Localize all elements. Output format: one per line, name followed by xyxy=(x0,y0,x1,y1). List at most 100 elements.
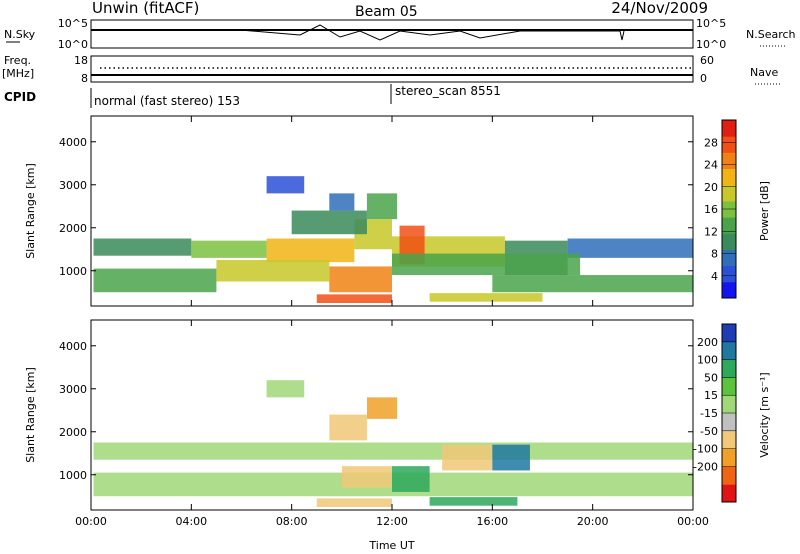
noise-strip xyxy=(90,19,694,49)
echo-band-8 xyxy=(492,444,530,471)
echo-band-6 xyxy=(392,466,430,492)
echo-band-9 xyxy=(316,498,392,507)
colorbar-cell xyxy=(722,265,736,283)
colorbar-tick-label: 15 xyxy=(704,389,718,402)
colorbar-tick-label: 28 xyxy=(704,136,718,149)
nsearch-tick-low: 10^0 xyxy=(696,38,726,51)
echo-band-14 xyxy=(329,266,392,293)
colorbar-cell xyxy=(722,184,736,202)
freq-strip xyxy=(90,55,694,83)
echo-band-10 xyxy=(429,497,518,506)
colorbar-tick-label: 4 xyxy=(711,270,718,283)
echo-band-0 xyxy=(93,442,694,460)
beam-title: Beam 05 xyxy=(355,4,418,20)
velocity-colorbar-label: Velocity [m s⁻¹] xyxy=(758,372,771,457)
echo-band-2 xyxy=(266,238,355,263)
echo-band-16 xyxy=(492,275,693,293)
y-tick-label: 3000 xyxy=(59,179,87,192)
velocity-ylabel: Slant Range [km] xyxy=(24,367,37,463)
colorbar-tick-label: -50 xyxy=(700,425,718,438)
colorbar-cell xyxy=(722,168,736,186)
nsky-label: N.Sky xyxy=(4,28,36,41)
colorbar-cell xyxy=(722,448,736,467)
echo-band-13 xyxy=(216,260,330,282)
colorbar-tick-label: -200 xyxy=(693,460,718,473)
nsearch-tick-high: 10^5 xyxy=(696,17,726,30)
power-colorbar-label: Power [dB] xyxy=(758,181,771,241)
colorbar-tick-label: 16 xyxy=(704,203,718,216)
colorbar-cell xyxy=(722,359,736,378)
nave-tick-high: 60 xyxy=(700,54,714,67)
colorbar-cell xyxy=(722,484,736,503)
colorbar-tick-label: 200 xyxy=(697,336,718,349)
nsky-tick-low: 10^0 xyxy=(58,38,88,51)
echo-band-7 xyxy=(329,193,355,211)
colorbar-cell xyxy=(722,217,736,234)
y-tick-label: 2000 xyxy=(59,426,87,439)
colorbar-cell xyxy=(722,413,736,432)
echo-band-4 xyxy=(366,193,398,220)
y-tick-label: 1000 xyxy=(59,469,87,482)
x-tick-label: 00:00 xyxy=(677,515,709,528)
x-tick-label: 20:00 xyxy=(577,515,609,528)
echo-band-11 xyxy=(567,238,693,258)
echo-band-2 xyxy=(266,380,305,398)
colorbar-tick-label: 100 xyxy=(697,354,718,367)
nsky-tick-high: 10^5 xyxy=(58,17,88,30)
echo-band-5 xyxy=(366,397,398,419)
colorbar-cell xyxy=(722,341,736,361)
colorbar-tick-label: 8 xyxy=(711,248,718,261)
y-tick-label: 4000 xyxy=(59,136,87,149)
y-tick-label: 2000 xyxy=(59,222,87,235)
date-title: 24/Nov/2009 xyxy=(611,0,708,17)
echo-band-4 xyxy=(341,466,392,488)
x-tick-label: 08:00 xyxy=(276,515,308,528)
echo-band-3 xyxy=(329,414,367,441)
echo-band-6 xyxy=(266,176,305,194)
nsearch-trace xyxy=(239,24,625,41)
colorbar-cell xyxy=(722,249,736,267)
echo-band-15 xyxy=(392,253,581,276)
colorbar-cell xyxy=(722,136,736,153)
cpid-segment-normal: normal (fast stereo) 153 xyxy=(94,94,240,108)
echo-band-12 xyxy=(93,268,217,293)
colorbar-cell xyxy=(722,395,736,414)
x-axis-label: Time UT xyxy=(368,539,414,552)
cpid-segment-stereo: stereo_scan 8551 xyxy=(395,84,501,98)
echo-band-7 xyxy=(442,444,493,471)
y-tick-label: 4000 xyxy=(59,340,87,353)
colorbar-tick-label: 20 xyxy=(704,181,718,194)
colorbar-cell xyxy=(722,152,736,170)
x-tick-label: 04:00 xyxy=(175,515,207,528)
y-tick-label: 3000 xyxy=(59,383,87,396)
colorbar-cell xyxy=(722,466,736,485)
colorbar-cell xyxy=(722,430,736,450)
freq-tick-high: 18 xyxy=(74,54,88,67)
power-panel: 1000 2000 3000 4000 Slant Range [km] 4 8 12 16… xyxy=(24,115,771,307)
nave-label: Nave xyxy=(750,66,778,79)
colorbar-tick-label: 12 xyxy=(704,225,718,238)
echo-band-0 xyxy=(93,238,192,256)
velocity-panel: 1000 2000 3000 4000 00:00 04:00 08:00 12:00 16:… xyxy=(24,319,771,528)
colorbar-cell xyxy=(722,120,736,137)
site-title: Unwin (fitACF) xyxy=(92,0,199,17)
x-tick-label: 16:00 xyxy=(476,515,508,528)
echo-band-17 xyxy=(316,294,392,303)
colorbar-tick-label: 50 xyxy=(704,371,718,384)
freq-tick-low: 8 xyxy=(81,72,88,85)
freq-unit: [MHz] xyxy=(2,67,34,80)
colorbar-tick-label: 24 xyxy=(704,159,718,172)
x-tick-label: 00:00 xyxy=(75,515,107,528)
colorbar-cell xyxy=(722,377,736,396)
colorbar-tick-label: -15 xyxy=(700,407,718,420)
echo-band-5 xyxy=(291,210,367,235)
colorbar-cell xyxy=(722,233,736,250)
colorbar-tick-label: -100 xyxy=(693,443,718,456)
y-tick-label: 1000 xyxy=(59,265,87,278)
power-ylabel: Slant Range [km] xyxy=(24,163,37,259)
echo-band-1 xyxy=(191,240,267,258)
freq-label: Freq. xyxy=(4,54,31,67)
colorbar-cell xyxy=(722,281,736,299)
nsearch-label: N.Search xyxy=(746,28,796,41)
